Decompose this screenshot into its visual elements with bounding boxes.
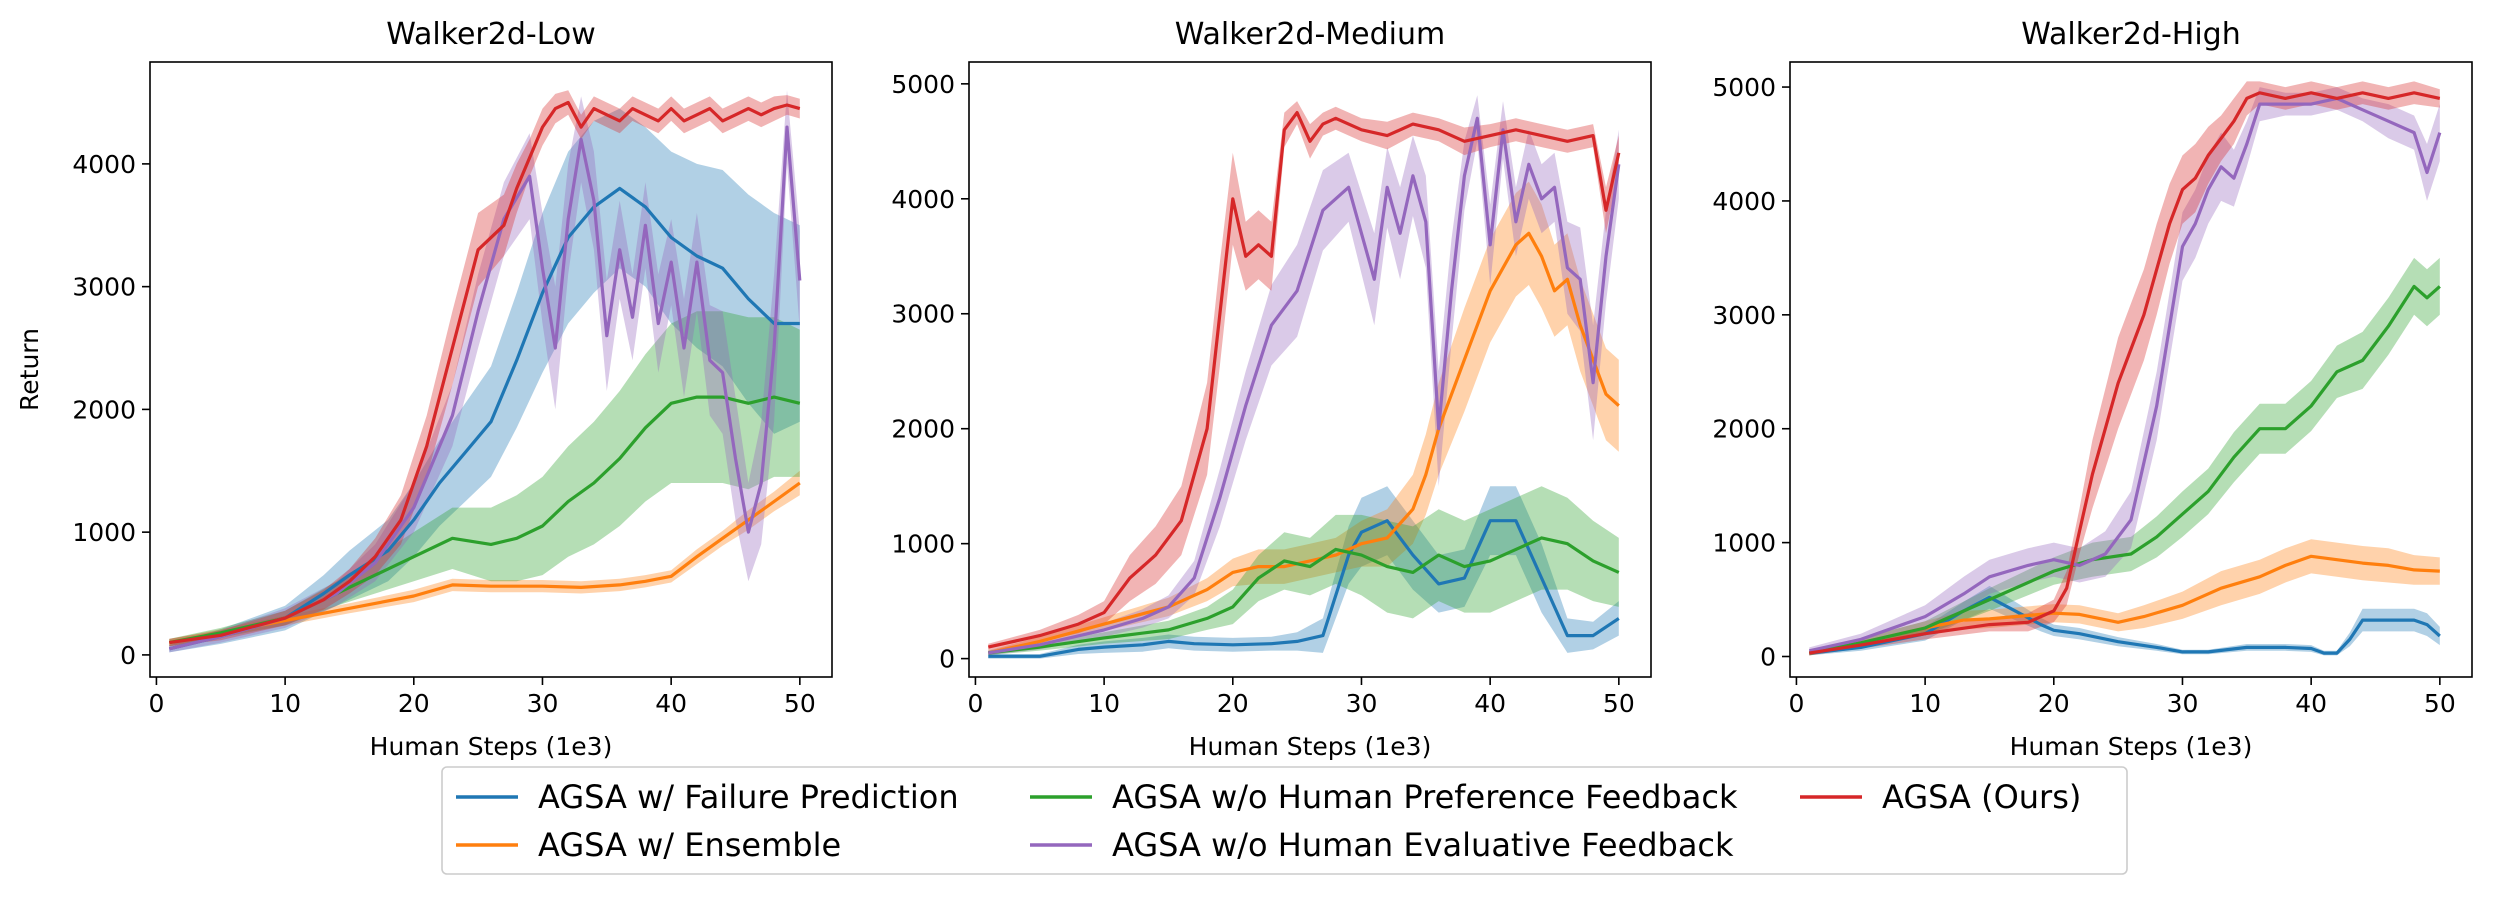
legend: AGSA w/ Failure Prediction AGSA w/ Ensemb… xyxy=(441,766,2128,875)
legend-item-agsa-w-o-human-evaluative-feedback: AGSA w/o Human Evaluative Feedback xyxy=(1030,826,1734,864)
plot-area xyxy=(1808,81,2442,656)
x-tick-label: 0 xyxy=(967,689,983,718)
y-tick-label: 1000 xyxy=(891,530,955,559)
y-tick-label: 2000 xyxy=(891,415,955,444)
legend-item-agsa-w-o-human-preference-feedback: AGSA w/o Human Preference Feedback xyxy=(1030,778,1738,816)
axes-frame xyxy=(1789,61,2473,678)
axes-frame xyxy=(149,61,833,678)
x-axis-label: Human Steps (1e3) xyxy=(1189,732,1432,761)
y-tick-label: 3000 xyxy=(72,273,136,302)
line-agsa-ours xyxy=(169,100,801,645)
line-agsa-w-ensemble xyxy=(987,231,1620,655)
y-tick-label: 2000 xyxy=(1712,415,1776,444)
line-agsa-w-failure-prediction xyxy=(1809,595,2441,655)
legend-label: AGSA (Ours) xyxy=(1882,778,2081,816)
y-tick-label: 4000 xyxy=(72,150,136,179)
y-tick-label: 5000 xyxy=(891,70,955,99)
y-tick-label: 4000 xyxy=(891,185,955,214)
legend-label: AGSA w/o Human Evaluative Feedback xyxy=(1112,826,1734,864)
line-agsa-w-o-human-preference-feedback xyxy=(1808,284,2441,655)
line-agsa-w-o-human-evaluative-feedback xyxy=(1808,96,2442,653)
x-tick-label: 0 xyxy=(1788,689,1804,718)
line-agsa-w-o-human-preference-feedback xyxy=(169,395,801,645)
band-agsa-w-o-human-evaluative-feedback xyxy=(1809,87,2440,655)
x-tick-label: 20 xyxy=(2038,689,2070,718)
chart-title: Walker2d-Low xyxy=(386,17,596,52)
y-tick-label: 3000 xyxy=(1712,301,1776,330)
x-tick-label: 40 xyxy=(655,689,687,718)
chart-title: Walker2d-Medium xyxy=(1175,17,1445,52)
plot-area xyxy=(168,90,802,653)
x-tick-label: 50 xyxy=(2424,689,2456,718)
chart-panel-1: 0 10 20 30 40 50 0 1000 2000 3000 4000 Walker2d-Low… xyxy=(15,17,833,761)
x-axis-label: Human Steps (1e3) xyxy=(370,732,613,761)
band-agsa-w-ensemble xyxy=(988,181,1619,656)
x-tick-label: 20 xyxy=(1217,689,1249,718)
y-tick-label: 0 xyxy=(1760,643,1776,672)
x-tick-label: 30 xyxy=(527,689,559,718)
x-tick-label: 40 xyxy=(2295,689,2327,718)
line-agsa-w-ensemble xyxy=(169,481,801,645)
band-agsa-w-o-human-preference-feedback xyxy=(988,486,1619,656)
chart-panel-3: 0 10 20 30 40 50 0 1000 2000 3000 4000 5000 Walker2d… xyxy=(1712,17,2473,761)
line-agsa-w-failure-prediction xyxy=(988,519,1620,658)
axes-frame xyxy=(968,61,1652,678)
line-agsa-w-failure-prediction xyxy=(168,186,800,651)
y-tick-label: 1000 xyxy=(72,518,136,547)
y-tick-label: 4000 xyxy=(1712,187,1776,216)
legend-item-agsa-ours: AGSA (Ours) xyxy=(1800,778,2081,816)
line-agsa-w-o-human-evaluative-feedback xyxy=(988,116,1621,655)
plot-area xyxy=(987,95,1621,659)
x-tick-label: 30 xyxy=(1346,689,1378,718)
line-agsa-w-o-human-evaluative-feedback xyxy=(168,125,802,651)
y-tick-label: 5000 xyxy=(1712,73,1776,102)
line-agsa-w-ensemble xyxy=(1808,554,2440,655)
line-agsa-w-o-human-preference-feedback xyxy=(988,536,1620,655)
x-tick-label: 50 xyxy=(1603,689,1635,718)
x-tick-label: 10 xyxy=(269,689,301,718)
band-agsa-w-failure-prediction xyxy=(1809,585,2440,656)
x-tick-label: 20 xyxy=(398,689,430,718)
x-tick-label: 30 xyxy=(2167,689,2199,718)
band-agsa-w-o-human-evaluative-feedback xyxy=(988,95,1619,656)
x-tick-label: 50 xyxy=(784,689,816,718)
legend-label: AGSA w/ Failure Prediction xyxy=(538,778,959,816)
band-agsa-w-o-human-preference-feedback xyxy=(169,311,800,647)
y-tick-label: 3000 xyxy=(891,300,955,329)
legend-box xyxy=(441,766,2128,875)
y-tick-label: 1000 xyxy=(1712,529,1776,558)
y-tick-label: 0 xyxy=(939,645,955,674)
x-tick-label: 40 xyxy=(1474,689,1506,718)
x-tick-label: 0 xyxy=(148,689,164,718)
legend-label: AGSA w/o Human Preference Feedback xyxy=(1112,778,1738,816)
y-axis-label: Return xyxy=(15,328,44,411)
legend-label: AGSA w/ Ensemble xyxy=(538,826,841,864)
line-agsa-ours xyxy=(1809,91,2441,655)
chart-title: Walker2d-High xyxy=(2021,17,2240,52)
band-agsa-w-o-human-preference-feedback xyxy=(1809,257,2440,656)
line-agsa-ours xyxy=(987,111,1621,649)
y-tick-label: 2000 xyxy=(72,395,136,424)
x-tick-label: 10 xyxy=(1909,689,1941,718)
legend-item-agsa-w-failure-prediction: AGSA w/ Failure Prediction xyxy=(456,778,959,816)
x-axis-label: Human Steps (1e3) xyxy=(2010,732,2253,761)
x-tick-label: 10 xyxy=(1088,689,1120,718)
chart-panel-2: 0 10 20 30 40 50 0 1000 2000 3000 4000 5000 Walker2d… xyxy=(891,17,1652,761)
legend-item-agsa-w-ensemble: AGSA w/ Ensemble xyxy=(456,826,841,864)
y-tick-label: 0 xyxy=(120,641,136,670)
band-agsa-w-o-human-evaluative-feedback xyxy=(169,90,800,653)
